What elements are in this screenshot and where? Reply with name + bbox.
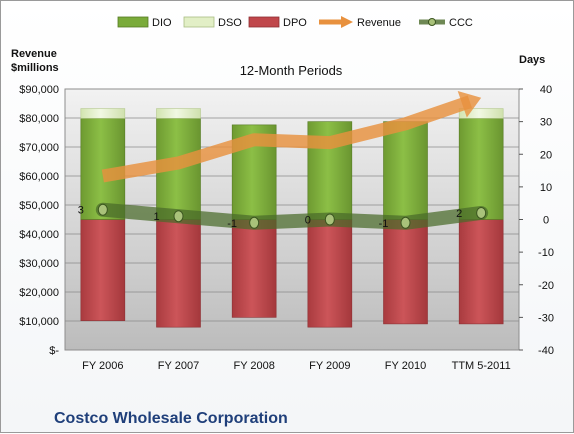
category-label: FY 2008 <box>233 360 274 372</box>
ccc-marker <box>97 203 108 216</box>
ccc-series: 3 1 -1 0 -1 2 <box>78 202 489 230</box>
right-tick-label: 20 <box>540 149 552 161</box>
bar-dio <box>383 121 428 220</box>
gridlines <box>65 117 519 322</box>
ccc-marker <box>400 216 411 229</box>
ccc-data-label: 2 <box>456 208 462 220</box>
bar-dpo <box>383 219 428 325</box>
left-tick-label: $- <box>49 345 59 357</box>
ccc-data-label: 0 <box>305 215 311 227</box>
right-tick-label: -20 <box>538 280 554 292</box>
left-tick-label: $40,000 <box>19 229 59 241</box>
right-tick-label: -30 <box>538 312 554 324</box>
ccc-marker <box>476 206 487 219</box>
category-label: FY 2006 <box>82 360 123 372</box>
left-tick-label: $70,000 <box>19 142 59 154</box>
left-tick-label: $80,000 <box>19 113 59 125</box>
category-label: FY 2007 <box>158 360 199 372</box>
left-tick-label: $20,000 <box>19 287 59 299</box>
left-tick-label: $50,000 <box>19 200 59 212</box>
bar-dpo <box>80 219 126 321</box>
ccc-marker <box>324 213 335 226</box>
ccc-data-label: -1 <box>227 218 237 230</box>
legend-swatch-dso <box>183 16 215 28</box>
footer-title: Costco Wholesale Corporation <box>54 410 288 427</box>
right-axis-label: Days <box>519 54 545 66</box>
bar-dio <box>458 118 504 220</box>
legend-label: CCC <box>449 17 473 29</box>
left-tick-label: $10,000 <box>19 316 59 328</box>
right-tick-label: -40 <box>538 345 554 357</box>
ccc-marker <box>249 216 260 229</box>
category-label: FY 2010 <box>385 360 426 372</box>
bar-dpo <box>156 219 201 328</box>
bar-dpo <box>458 219 504 325</box>
ccc-data-label: 1 <box>153 211 159 223</box>
legend-label: DPO <box>283 17 307 29</box>
legend-label: DSO <box>218 17 242 29</box>
legend-swatch-dpo <box>248 16 280 28</box>
bar-dso <box>458 108 504 119</box>
category-label: TTM 5-2011 <box>452 360 511 372</box>
left-tick-label: $90,000 <box>19 84 59 96</box>
revenue-arrow-head <box>457 90 482 118</box>
axes: $- $10,000 $20,000 $30,000 $40,000 $50,000 $60… <box>19 84 554 372</box>
legend-swatch-dio <box>117 16 149 28</box>
right-tick-label: 40 <box>540 84 552 96</box>
legend: DIO DSO DPO Revenue CCC <box>117 16 473 29</box>
bars <box>80 108 504 328</box>
right-tick-label: 10 <box>540 182 552 194</box>
left-axis-label-line1: Revenue <box>11 48 57 60</box>
chart-title: 12-Month Periods <box>240 63 343 78</box>
legend-arrow-head <box>341 16 353 28</box>
ccc-line <box>95 202 489 230</box>
ccc-marker <box>173 210 184 223</box>
revenue-series <box>101 90 482 183</box>
legend-label: DIO <box>152 17 172 29</box>
bar-dpo <box>307 219 353 328</box>
legend-label: Revenue <box>357 17 401 29</box>
ccc-data-label: -1 <box>379 218 389 230</box>
left-tick-label: $30,000 <box>19 258 59 270</box>
left-tick-label: $60,000 <box>19 171 59 183</box>
legend-ccc-marker <box>428 18 436 26</box>
right-tick-label: -10 <box>538 247 554 259</box>
revenue-line <box>101 95 472 183</box>
bar-dso <box>156 108 201 119</box>
left-axis-label-line2: $millions <box>11 62 59 74</box>
category-label: FY 2009 <box>309 360 350 372</box>
right-tick-label: 0 <box>543 215 549 227</box>
bar-dpo <box>231 219 277 318</box>
bar-dso <box>80 108 126 119</box>
ccc-data-label: 3 <box>78 205 84 217</box>
right-tick-label: 30 <box>540 117 552 129</box>
